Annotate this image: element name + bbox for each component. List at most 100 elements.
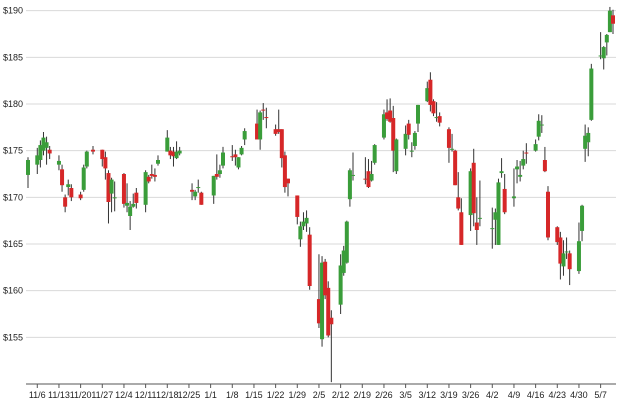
candle-body: [286, 178, 290, 184]
candle-up: [56, 155, 61, 171]
candle-up: [156, 155, 160, 166]
candle-body: [351, 174, 355, 176]
candle-body: [366, 171, 371, 188]
candle-body: [477, 217, 482, 219]
candle-up: [304, 210, 309, 232]
candle-down: [47, 146, 52, 160]
candle-body: [564, 251, 569, 253]
candle-body: [539, 124, 544, 126]
candle-down: [276, 109, 281, 134]
candle-body: [258, 112, 263, 140]
candle-down: [406, 119, 411, 140]
candle-body: [255, 123, 260, 140]
candle-body: [69, 188, 74, 198]
x-tick-label: 12/25: [178, 390, 201, 400]
candle-down: [279, 129, 284, 168]
candle-up: [26, 157, 30, 188]
candle-up: [589, 63, 594, 121]
candle-body: [344, 221, 349, 263]
candle-body: [66, 184, 71, 188]
candle-down: [431, 99, 436, 117]
candle-body: [44, 142, 49, 148]
candle-down: [286, 178, 290, 197]
candle-up: [341, 245, 346, 276]
candle-body: [598, 55, 603, 57]
x-tick-label: 4/30: [570, 390, 588, 400]
candle-body: [121, 174, 126, 204]
candle-down: [282, 151, 287, 193]
candle-up: [583, 124, 588, 162]
candle-up: [409, 142, 414, 158]
candle-up: [301, 212, 306, 230]
candle-body: [611, 15, 615, 24]
candle-down: [366, 159, 371, 188]
candle-body: [341, 250, 346, 273]
candle-down: [190, 183, 195, 201]
candle-down: [326, 281, 331, 338]
candle-body: [165, 137, 170, 152]
candle-up: [320, 256, 325, 347]
candle-body: [604, 34, 609, 43]
candle-body: [434, 117, 439, 119]
candle-body: [239, 147, 244, 155]
candle-down: [546, 186, 550, 241]
candle-body: [190, 189, 195, 192]
candle-up: [217, 164, 222, 178]
candle-body: [81, 167, 86, 190]
candle-body: [406, 123, 411, 135]
x-tick-label: 1/22: [267, 390, 285, 400]
candle-body: [60, 169, 65, 186]
candle-body: [134, 192, 139, 203]
x-axis: [26, 383, 616, 388]
candle-up: [165, 130, 170, 152]
x-tick-label: 5/7: [594, 390, 607, 400]
candle-body: [428, 79, 433, 105]
candle-body: [558, 237, 563, 264]
candle-down: [428, 72, 433, 112]
y-tick-label: $190: [3, 6, 23, 16]
candle-body: [261, 109, 266, 111]
candle-down: [69, 184, 74, 202]
candle-up: [434, 102, 439, 122]
candle-up: [177, 146, 182, 156]
candle-down: [456, 172, 461, 211]
candle-body: [446, 129, 451, 148]
candle-up: [576, 222, 581, 274]
candle-body: [84, 151, 89, 167]
candle-body: [131, 203, 136, 207]
candle-body: [391, 118, 396, 151]
candle-up: [601, 46, 606, 70]
candle-body: [412, 132, 417, 146]
candle-body: [47, 149, 52, 154]
candle-body: [542, 160, 547, 172]
candle-body: [112, 197, 117, 199]
candle-down: [60, 164, 65, 192]
candle-down: [329, 310, 334, 383]
candle-up: [143, 170, 148, 213]
candle-up: [416, 104, 420, 132]
candle-up: [580, 204, 585, 242]
candle-up: [338, 254, 343, 314]
candle-body: [450, 148, 455, 150]
x-tick-label: 4/23: [549, 390, 567, 400]
candle-up: [125, 183, 130, 213]
candle-up: [586, 127, 591, 157]
x-tick-label: 11/20: [70, 390, 92, 400]
candle-up: [66, 179, 71, 196]
y-tick-label: $155: [3, 332, 23, 342]
candle-down: [611, 9, 615, 34]
candle-down: [100, 149, 105, 167]
candle-down: [471, 148, 476, 227]
candle-body: [589, 68, 594, 120]
candle-body: [152, 174, 157, 177]
candle-body: [363, 178, 368, 180]
x-tick-label: 2/5: [313, 390, 326, 400]
candle-down: [264, 107, 269, 129]
candle-up: [112, 181, 117, 212]
candle-up: [344, 220, 349, 264]
candle-down: [255, 109, 260, 140]
candle-body: [502, 188, 507, 213]
candle-up: [196, 179, 201, 193]
candle-body: [38, 145, 43, 160]
